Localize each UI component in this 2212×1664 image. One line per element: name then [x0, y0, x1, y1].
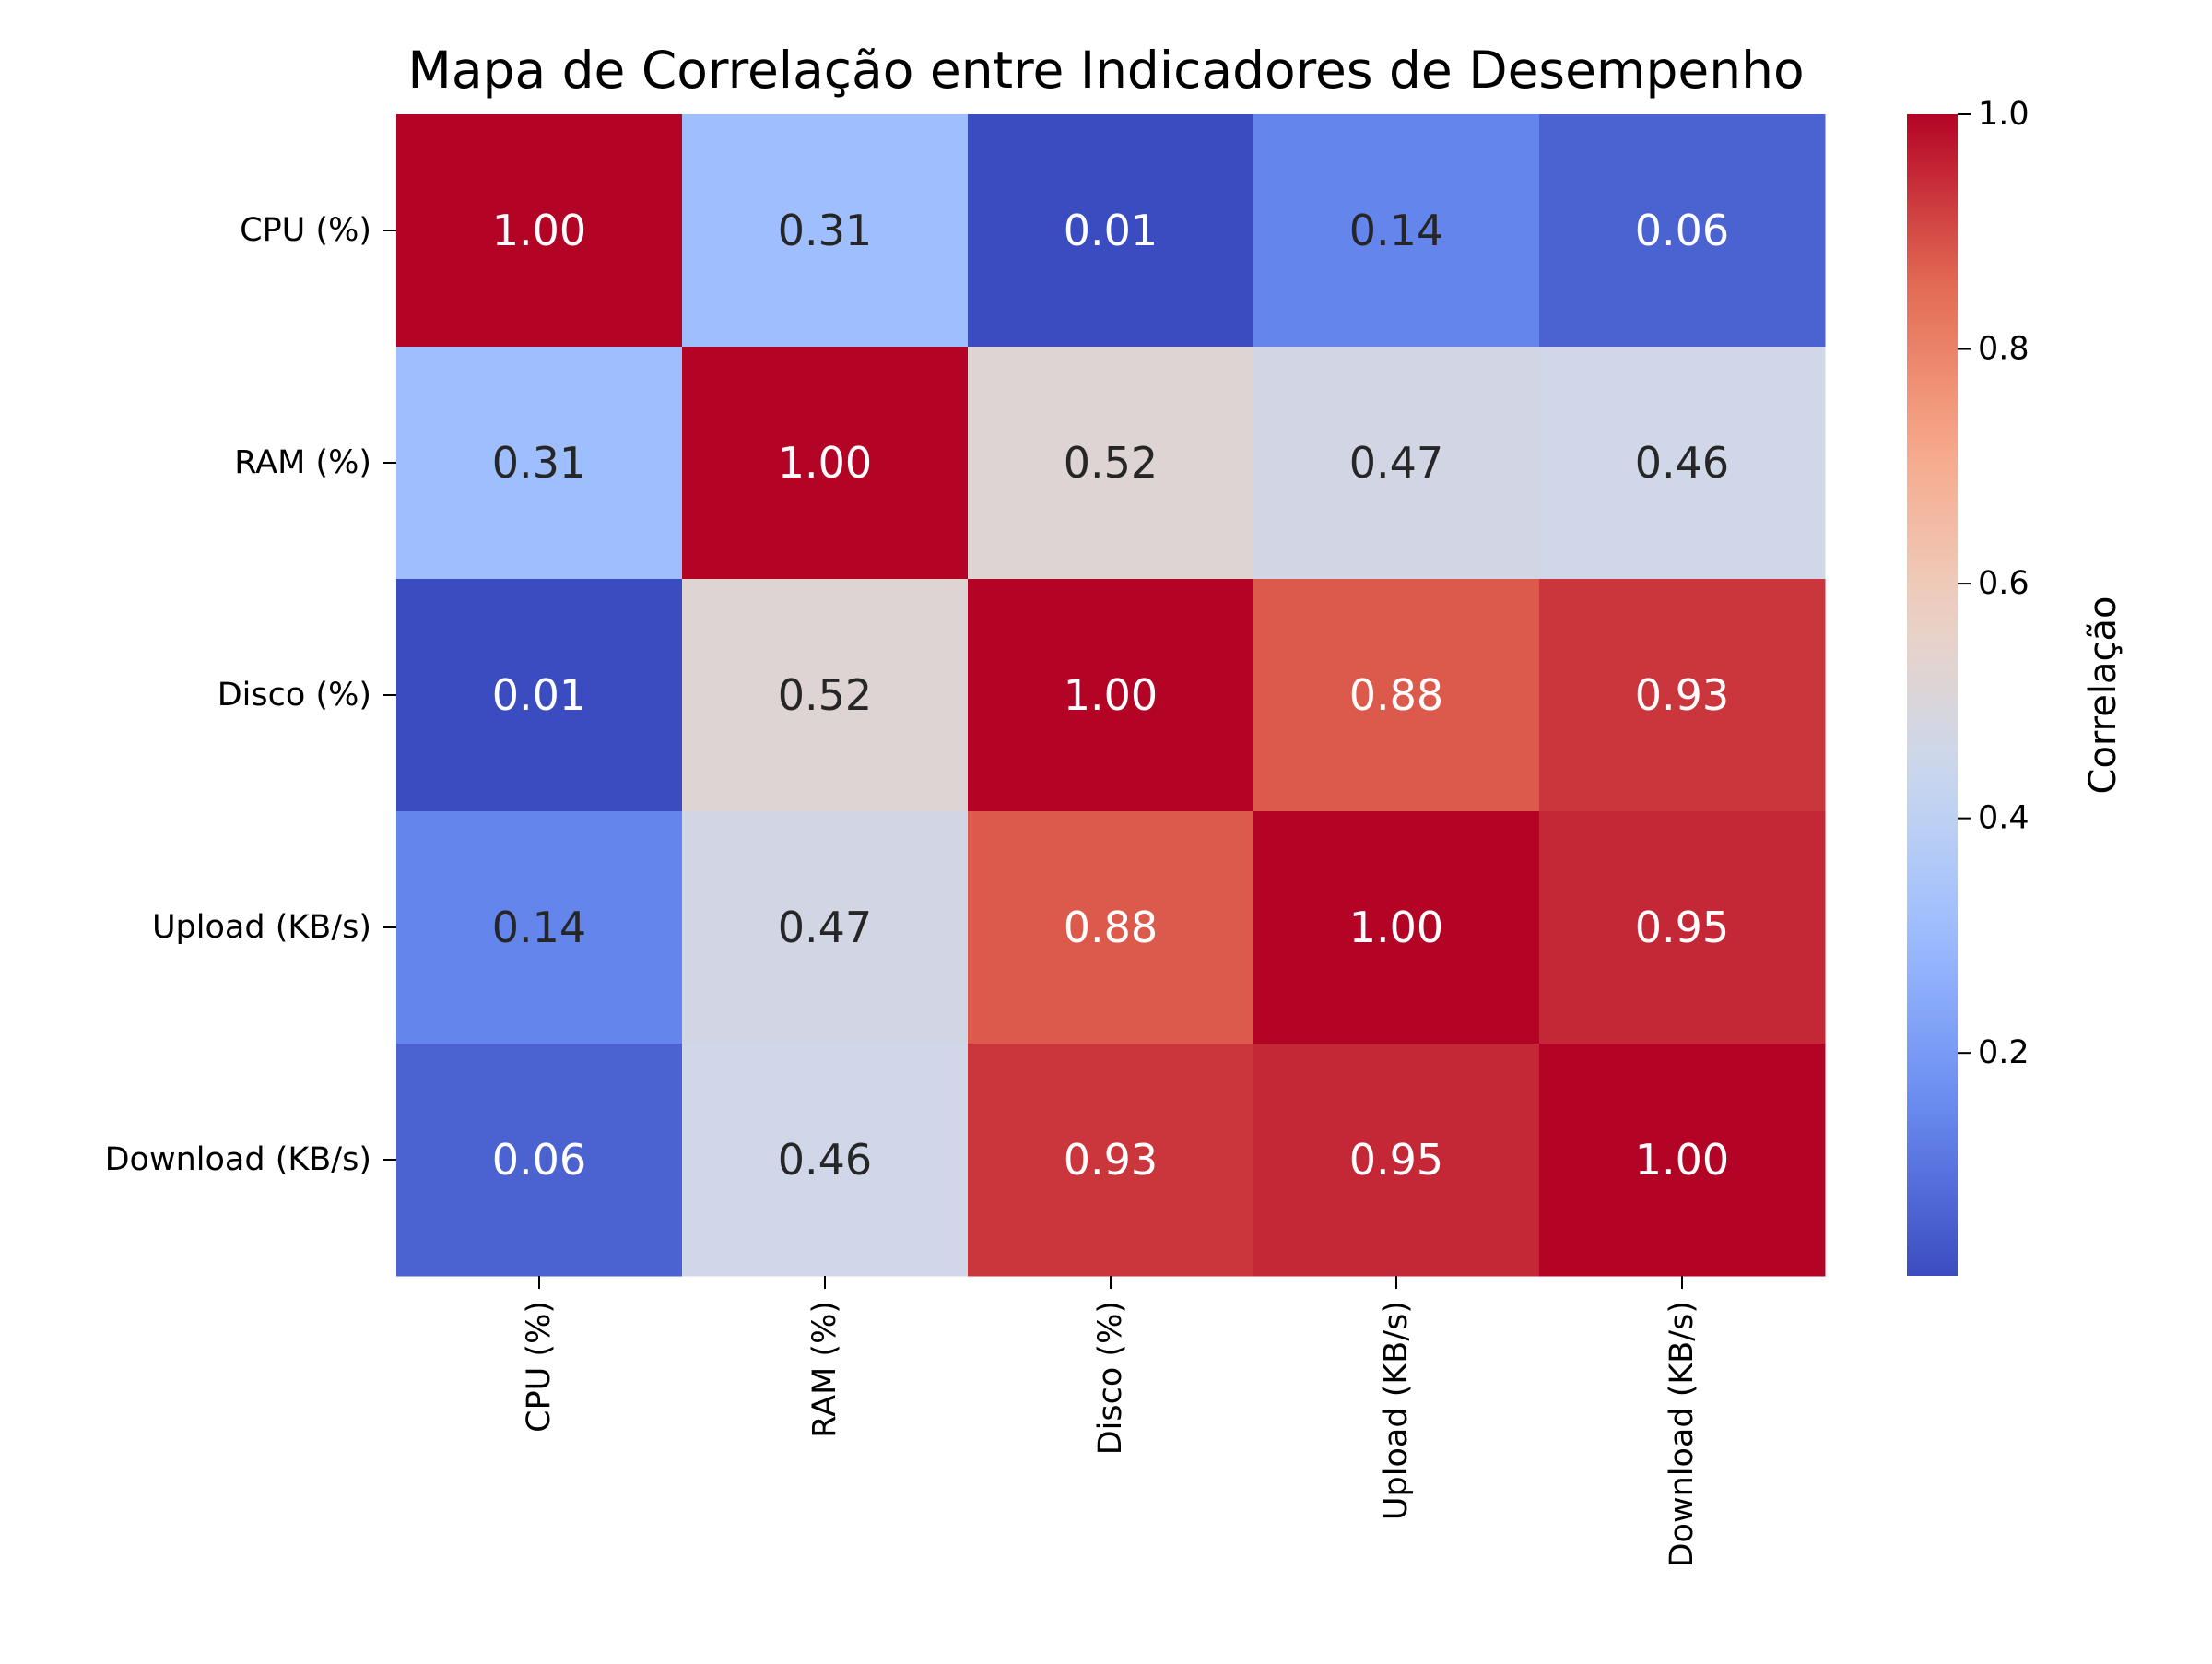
heatmap-cell	[1539, 1044, 1826, 1277]
x-tick-label: Upload (KB/s)	[1378, 1301, 1415, 1520]
heatmap-cell	[396, 114, 683, 348]
colorbar-label: Correlação	[2082, 596, 2124, 795]
heatmap-cell	[396, 811, 683, 1044]
cell-value-label: 0.88	[1064, 903, 1158, 952]
heatmap-cell	[396, 579, 683, 812]
cell-value-label: 0.31	[778, 206, 872, 255]
cell-value-label: 0.52	[778, 670, 872, 720]
y-tick-label: CPU (%)	[240, 212, 371, 249]
colorbar-tick-label: 0.4	[1978, 800, 2030, 837]
colorbar: 0.2 0.4 0.6 0.8 1.0 Correlação	[1907, 96, 2124, 1276]
heatmap-cell	[682, 811, 969, 1044]
cell-value-label: 0.93	[1635, 670, 1729, 720]
cell-value-label: 0.88	[1349, 670, 1443, 720]
y-tick-label: Disco (%)	[218, 677, 371, 714]
heatmap-cell	[1539, 579, 1826, 812]
cell-value-label: 0.01	[1064, 206, 1158, 255]
heatmap-cell	[1253, 114, 1540, 348]
cell-value-label: 0.14	[492, 903, 586, 952]
x-tick-label: CPU (%)	[521, 1301, 558, 1433]
y-tick-label: RAM (%)	[234, 444, 371, 481]
cell-value-label: 0.52	[1064, 438, 1158, 488]
row-tick-labels: CPU (%) RAM (%) Disco (%) Upload (KB/s) Down…	[105, 212, 396, 1178]
cell-value-label: 0.01	[492, 670, 586, 720]
heatmap-cell	[1253, 347, 1540, 580]
cell-value-label: 0.95	[1635, 903, 1729, 952]
heatmap-cell	[1539, 811, 1826, 1044]
heatmap-cell	[968, 114, 1254, 348]
cell-value-label: 0.06	[492, 1135, 586, 1185]
heatmap-cell	[682, 347, 969, 580]
cell-value-label: 0.31	[492, 438, 586, 488]
colorbar-tick-label: 0.6	[1978, 565, 2030, 602]
cell-value-label: 1.00	[778, 438, 872, 488]
heatmap-cell	[1253, 1044, 1540, 1277]
heatmap-cell	[1539, 347, 1826, 580]
heatmap-cell	[968, 1044, 1254, 1277]
y-tick-label: Download (KB/s)	[105, 1141, 371, 1178]
colorbar-gradient	[1907, 114, 1958, 1276]
cell-value-label: 1.00	[492, 206, 586, 255]
heatmap-cell	[968, 579, 1254, 812]
cell-value-label: 0.46	[1635, 438, 1729, 488]
colorbar-tick-label: 0.8	[1978, 331, 2030, 368]
colorbar-tick-label: 1.0	[1978, 96, 2030, 133]
heatmap-cell	[1253, 579, 1540, 812]
cell-value-label: 1.00	[1349, 903, 1443, 952]
x-tick-label: Disco (%)	[1092, 1301, 1129, 1455]
colorbar-tick-label: 0.2	[1978, 1034, 2030, 1071]
heatmap-cell	[1253, 811, 1540, 1044]
heatmap-cell	[968, 347, 1254, 580]
heatmap-cell	[1539, 114, 1826, 348]
heatmap-cell	[396, 1044, 683, 1277]
cell-value-label: 0.14	[1349, 206, 1443, 255]
x-tick-label: Download (KB/s)	[1664, 1301, 1700, 1567]
heatmap-cell	[682, 1044, 969, 1277]
cell-value-label: 0.06	[1635, 206, 1729, 255]
heatmap-cell	[396, 347, 683, 580]
cell-value-label: 0.46	[778, 1135, 872, 1185]
cell-value-label: 0.47	[778, 903, 872, 952]
cell-value-label: 0.47	[1349, 438, 1443, 488]
y-tick-label: Upload (KB/s)	[152, 909, 371, 946]
cell-value-label: 1.00	[1635, 1135, 1729, 1185]
heatmap-cell	[682, 114, 969, 348]
heatmap-cell	[968, 811, 1254, 1044]
heatmap-cell	[682, 579, 969, 812]
heatmap-cells: 1.00 0.31 0.01 0.14 0.06 0.31 1.00 0.52 0.47 0.46…	[396, 114, 1826, 1277]
column-tick-labels: CPU (%) RAM (%) Disco (%) Upload (KB/s) Down…	[521, 1276, 1700, 1567]
cell-value-label: 1.00	[1064, 670, 1158, 720]
cell-value-label: 0.93	[1064, 1135, 1158, 1185]
x-tick-label: RAM (%)	[806, 1301, 843, 1438]
cell-value-label: 0.95	[1349, 1135, 1443, 1185]
chart-title: Mapa de Correlação entre Indicadores de …	[407, 41, 1804, 100]
